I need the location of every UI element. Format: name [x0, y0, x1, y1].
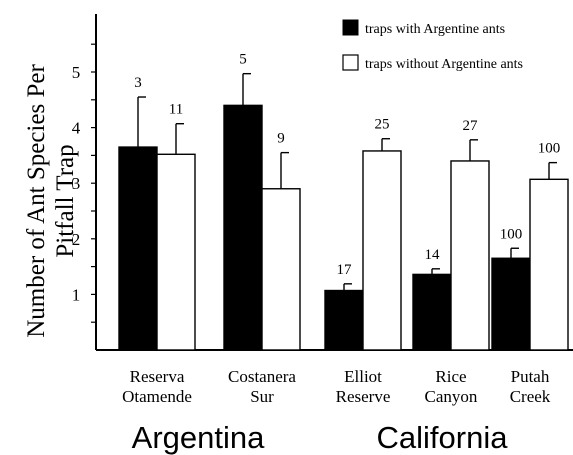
- sample-size-label-without: 11: [169, 102, 183, 118]
- sample-size-label-with: 100: [500, 226, 523, 242]
- legend: traps with Argentine ants traps without …: [342, 19, 523, 72]
- bar-with: [324, 289, 364, 351]
- bar-with: [491, 257, 531, 351]
- legend-label-without: traps without Argentine ants: [365, 57, 523, 72]
- sample-size-label-without: 25: [375, 117, 390, 133]
- region-label-argentina: Argentina: [132, 420, 265, 455]
- sample-size-label-with: 3: [134, 75, 142, 91]
- y-axis-title-line-2: Pitfall Trap: [52, 144, 79, 257]
- x-category-label: Putah: [511, 367, 550, 386]
- sample-size-label-with: 17: [337, 262, 353, 278]
- bar-with: [223, 104, 263, 351]
- y-tick-label: 4: [72, 119, 81, 138]
- bar-without: [156, 153, 196, 351]
- sample-size-label-with: 14: [425, 247, 441, 263]
- sample-size-label-without: 9: [277, 131, 285, 147]
- y-axis-title: Number of Ant Species Per Pitfall Trap: [23, 64, 79, 338]
- legend-label-with: traps with Argentine ants: [365, 22, 505, 37]
- x-category-label: Reserve: [336, 387, 391, 406]
- y-axis-title-line-1: Number of Ant Species Per: [23, 64, 50, 338]
- x-category-label: Elliot: [344, 367, 382, 386]
- x-category-label: Rice: [435, 367, 466, 386]
- sample-size-label-with: 5: [239, 52, 247, 68]
- y-tick-label: 3: [72, 174, 81, 193]
- y-tick-label: 5: [72, 63, 81, 82]
- x-category-label: Otamende: [122, 387, 192, 406]
- x-category-label: Reserva: [130, 367, 185, 386]
- x-category-label: Sur: [250, 387, 274, 406]
- bar-with: [412, 273, 452, 351]
- bar-with: [118, 146, 158, 351]
- y-tick-label: 2: [72, 230, 81, 249]
- bar-without: [362, 150, 402, 351]
- bar-without: [261, 188, 301, 351]
- region-label-california: California: [377, 420, 509, 455]
- legend-swatch-with: [342, 19, 359, 36]
- y-tick-label: 1: [72, 285, 81, 304]
- x-category-label: Creek: [510, 387, 551, 406]
- sample-size-label-without: 100: [538, 141, 561, 157]
- x-category-label: Costanera: [228, 367, 296, 386]
- bar-without: [529, 178, 569, 351]
- bar-without: [450, 160, 490, 351]
- x-category-label: Canyon: [425, 387, 478, 406]
- legend-swatch-without: [342, 54, 359, 71]
- region-labels: Argentina California: [132, 420, 509, 455]
- sample-size-label-without: 27: [463, 118, 479, 134]
